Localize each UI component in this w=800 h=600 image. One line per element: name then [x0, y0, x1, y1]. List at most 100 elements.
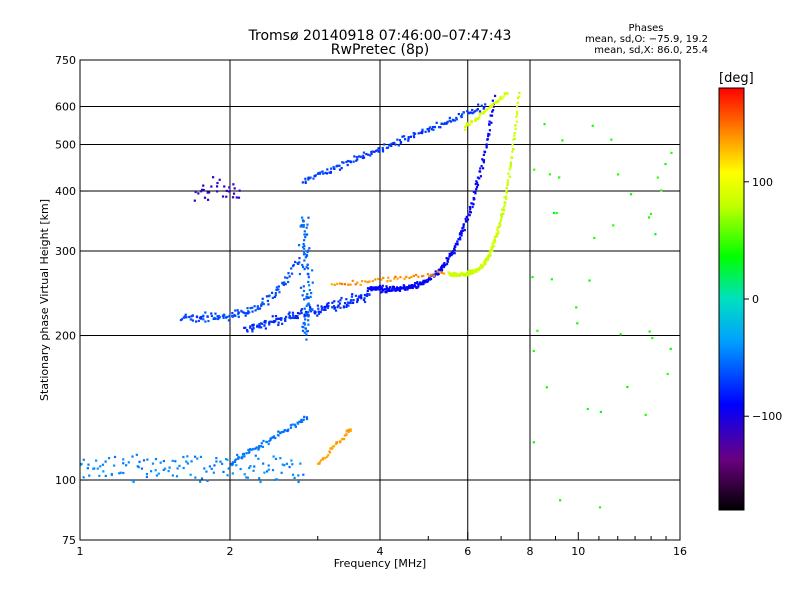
data-point [532, 441, 535, 444]
data-point [445, 122, 448, 125]
data-point [514, 127, 517, 130]
data-point [457, 238, 460, 241]
data-point [260, 326, 263, 329]
data-point [320, 308, 323, 311]
data-point [164, 467, 167, 470]
data-point [260, 322, 264, 325]
data-point [277, 430, 280, 433]
data-point [326, 306, 330, 310]
data-point [343, 283, 346, 286]
data-point [300, 225, 304, 228]
data-point [182, 455, 185, 459]
data-point [465, 215, 468, 219]
data-point [455, 116, 458, 120]
data-point [383, 143, 386, 146]
data-point [301, 294, 304, 297]
data-point [481, 265, 485, 268]
data-point [271, 436, 274, 439]
data-point [138, 460, 141, 463]
data-point [362, 154, 365, 157]
data-point [428, 275, 431, 278]
data-point [345, 433, 348, 436]
data-point [399, 276, 402, 279]
data-point [130, 479, 134, 482]
data-point [227, 319, 230, 322]
data-point [496, 229, 500, 232]
data-point [242, 311, 245, 314]
data-point [298, 257, 301, 260]
data-point [351, 301, 355, 304]
data-point [260, 442, 263, 445]
data-point [371, 280, 374, 283]
data-point [82, 476, 85, 479]
data-point [509, 164, 512, 167]
data-point [280, 317, 283, 320]
data-point [484, 260, 488, 263]
data-point [317, 171, 320, 175]
data-point [482, 153, 485, 156]
data-point [477, 268, 480, 271]
data-point [317, 312, 321, 315]
data-point [305, 295, 308, 298]
data-point [292, 263, 295, 267]
data-point [478, 116, 481, 119]
data-point [363, 297, 366, 300]
data-point [251, 330, 254, 333]
data-point [478, 110, 482, 113]
data-point [233, 460, 237, 464]
data-point [664, 162, 667, 166]
data-point [488, 106, 491, 110]
data-point [439, 126, 442, 129]
data-point [369, 154, 372, 157]
data-point [462, 226, 465, 229]
data-point [488, 129, 492, 132]
data-point [422, 282, 425, 286]
data-point [250, 448, 253, 451]
data-point [475, 186, 479, 189]
data-point [140, 467, 144, 470]
data-point [482, 260, 486, 263]
data-point [505, 195, 508, 198]
data-point [304, 177, 307, 180]
data-point [462, 111, 465, 114]
data-point [436, 270, 439, 273]
data-point [131, 455, 134, 458]
data-point [400, 286, 403, 290]
data-point [397, 144, 400, 147]
data-point [307, 273, 310, 276]
data-point [202, 188, 205, 192]
data-point [332, 165, 335, 169]
data-point [482, 159, 486, 162]
data-point [281, 463, 284, 466]
data-point [377, 288, 381, 291]
data-point [370, 289, 373, 292]
data-point [341, 437, 344, 440]
data-point [432, 128, 435, 131]
data-point [346, 159, 350, 163]
colorbar-ticks: 100 0 −100 [744, 176, 782, 423]
data-point [246, 312, 249, 315]
data-point [501, 97, 504, 100]
data-point [494, 240, 497, 243]
data-point [167, 469, 170, 473]
data-point [366, 287, 370, 290]
data-point [259, 480, 262, 484]
data-point [296, 311, 300, 315]
data-point [533, 168, 536, 171]
data-point [191, 314, 194, 317]
data-point [243, 326, 246, 330]
x-tick-label: 6 [464, 545, 471, 558]
phases-title: Phases [628, 23, 663, 34]
data-point [327, 301, 330, 305]
data-point [251, 306, 254, 309]
data-point [347, 428, 350, 431]
data-point [559, 499, 562, 502]
data-point [470, 271, 473, 274]
data-point [257, 307, 260, 311]
data-point [498, 226, 501, 229]
data-point [489, 254, 492, 257]
data-point [286, 429, 289, 433]
data-point [470, 202, 473, 205]
data-point [237, 315, 240, 318]
data-point [329, 170, 332, 174]
